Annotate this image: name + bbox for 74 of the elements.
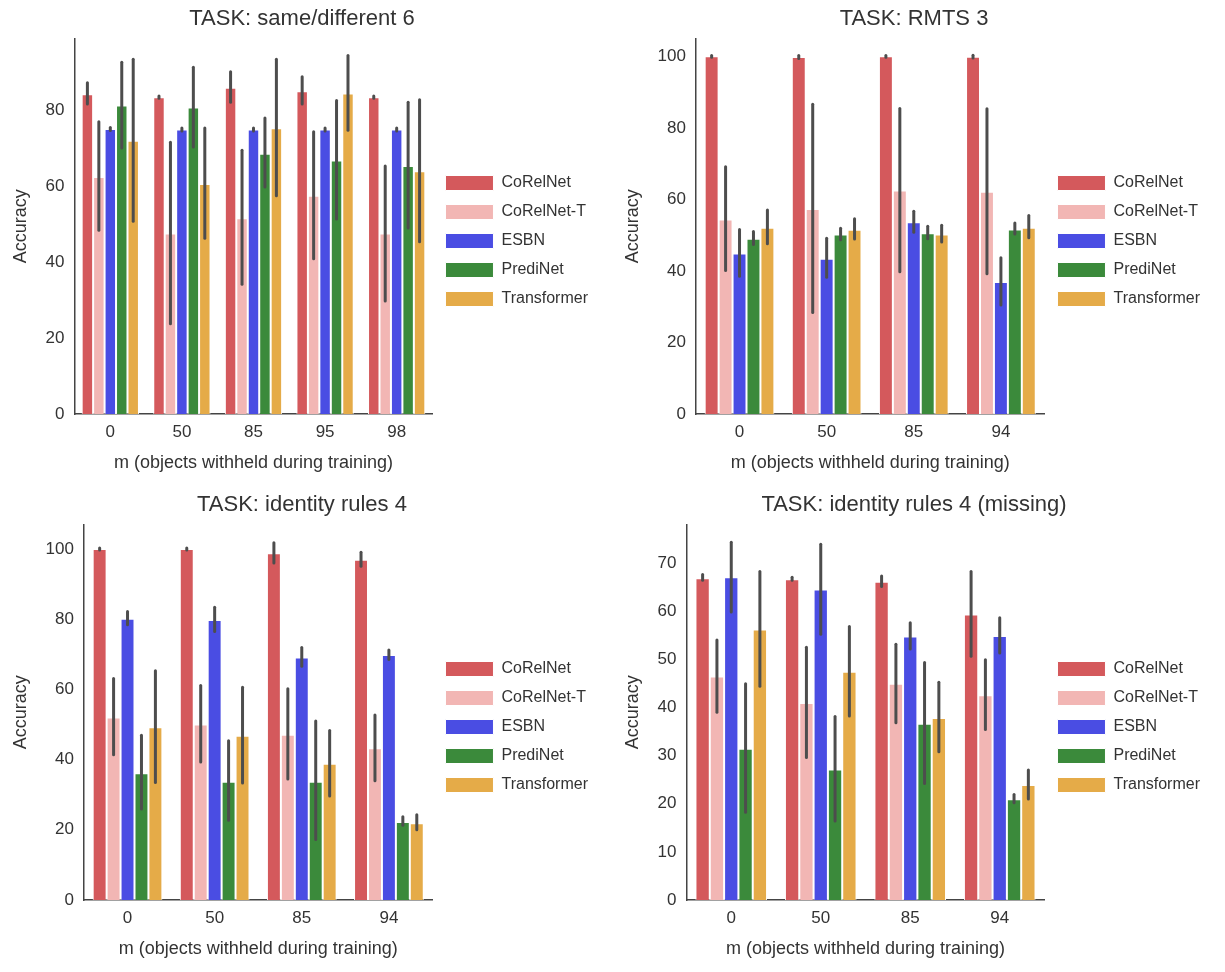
y-tick-label: 20 [657,793,677,813]
y-tick-label: 0 [676,403,686,423]
chart-title: TASK: identity rules 4 (missing) [761,491,1067,517]
x-tick-label: 94 [991,421,1011,441]
legend-label: ESBN [501,717,546,735]
x-tick-label: 85 [292,907,312,927]
x-tick-label: 94 [990,907,1010,927]
y-tick-label: 60 [45,176,65,196]
x-tick-label: 50 [811,907,831,927]
y-tick-label: 80 [55,608,74,628]
x-axis-title: m (objects withheld during training) [113,452,394,473]
y-tick-label: 100 [657,45,686,65]
legend-label: CoRelNet-T [501,202,587,220]
y-axis-title: Accuracy [9,189,30,264]
x-tick-label: 0 [734,421,745,441]
legend-label: Transformer [1113,775,1201,793]
y-tick-label: 70 [657,552,677,572]
legend-label: CoRelNet-T [1113,688,1199,706]
x-tick-label: 50 [817,421,837,441]
x-tick-label: 98 [387,421,407,441]
legend-label: PrediNet [501,260,565,278]
y-axis-title: Accuracy [621,189,642,264]
x-tick-label: 85 [904,421,924,441]
x-axis-title: m (objects withheld during training) [118,938,398,959]
y-tick-label: 20 [45,327,65,347]
legend-label: CoRelNet [501,173,572,191]
legend-label: ESBN [1113,717,1158,735]
y-tick-label: 40 [55,749,74,769]
y-tick-label: 60 [667,189,686,209]
y-tick-label: 60 [657,600,677,620]
x-tick-label: 50 [172,421,192,441]
x-tick-label: 0 [122,907,133,927]
y-tick-label: 50 [657,648,677,668]
legend-label: ESBN [1113,231,1158,249]
y-tick-label: 80 [667,117,686,137]
x-axis-title: m (objects withheld during training) [725,938,1006,959]
y-tick-label: 20 [667,332,686,352]
legend-label: CoRelNet-T [1113,202,1199,220]
legend-label: Transformer [501,289,589,307]
legend-label: CoRelNet [1113,659,1184,677]
y-tick-label: 60 [55,679,74,699]
y-tick-label: 0 [55,403,65,423]
legend-label: Transformer [1113,289,1201,307]
x-tick-label: 95 [315,421,335,441]
legend-label: PrediNet [1113,746,1177,764]
y-tick-label: 20 [55,819,74,839]
x-tick-label: 0 [726,907,736,927]
y-axis-title: Accuracy [9,675,30,750]
y-tick-label: 30 [657,745,677,765]
y-tick-label: 0 [667,889,677,909]
y-tick-label: 100 [45,538,74,558]
x-tick-label: 94 [379,907,399,927]
y-tick-label: 10 [657,841,677,861]
y-tick-label: 80 [45,100,65,120]
legend-label: CoRelNet [501,659,572,677]
x-tick-label: 50 [205,907,225,927]
chart-title: TASK: same/different 6 [189,5,415,31]
legend-label: PrediNet [1113,260,1177,278]
x-tick-label: 0 [105,421,116,441]
legend-label: PrediNet [501,746,565,764]
legend-label: ESBN [501,231,546,249]
y-tick-label: 40 [657,697,677,717]
chart-title: TASK: identity rules 4 [197,491,407,517]
chart-title: TASK: RMTS 3 [839,5,989,31]
y-tick-label: 0 [64,889,74,909]
legend-label: CoRelNet [1113,173,1184,191]
legend-label: Transformer [501,775,589,793]
legend-label: CoRelNet-T [501,688,587,706]
y-tick-label: 40 [45,251,65,271]
x-tick-label: 85 [244,421,263,441]
y-axis-title: Accuracy [621,675,642,750]
y-tick-label: 40 [667,260,686,280]
x-axis-title: m (objects withheld during training) [730,452,1010,473]
x-tick-label: 85 [900,907,920,927]
